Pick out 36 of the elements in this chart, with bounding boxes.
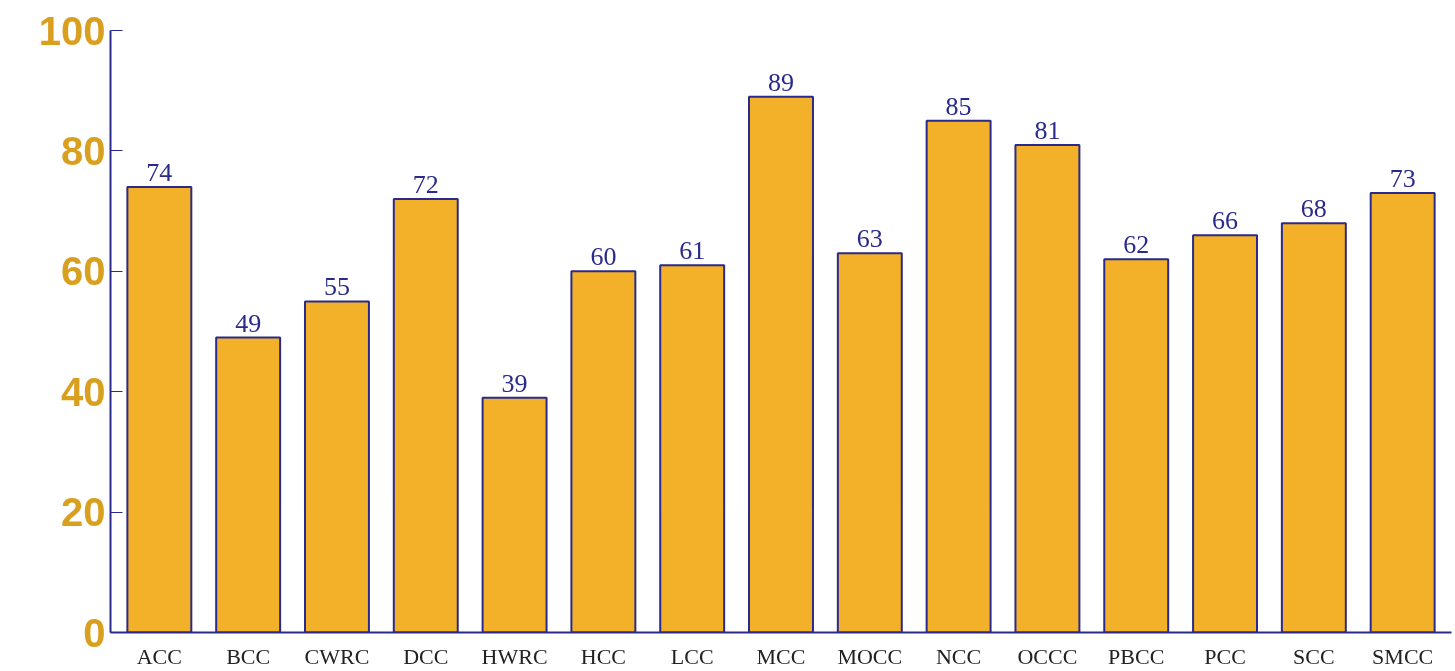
y-tick-label: 0 (83, 610, 106, 655)
x-tick-label: HWRC (481, 643, 548, 669)
data-label: 89 (768, 67, 794, 97)
data-label: 61 (679, 236, 706, 266)
y-tick-label: 100 (38, 8, 106, 53)
y-tick-label: 20 (61, 490, 106, 535)
x-tick-label: HCC (580, 643, 627, 669)
data-label: 39 (501, 368, 528, 398)
x-tick-label: PCC (1204, 643, 1246, 669)
x-tick-label: DCC (403, 643, 449, 669)
x-tick-label: OCCC (1017, 643, 1078, 669)
x-tick-label: BCC (226, 643, 271, 669)
data-label: 63 (856, 224, 883, 254)
data-label: 68 (1300, 194, 1327, 224)
y-tick-label: 40 (61, 369, 106, 414)
data-label: 85 (945, 91, 972, 121)
data-label: 74 (146, 158, 173, 188)
data-label: 66 (1212, 206, 1239, 236)
x-tick-label: ACC (136, 643, 182, 669)
y-tick-label: 60 (61, 249, 106, 294)
data-label: 60 (590, 242, 617, 272)
data-label: 81 (1034, 115, 1061, 145)
x-tick-label: SMCC (1372, 643, 1434, 669)
x-tick-label: MOCC (837, 643, 903, 669)
x-tick-label: SCC (1293, 643, 1335, 669)
data-label: 72 (412, 170, 439, 200)
data-label: 62 (1123, 230, 1150, 260)
x-tick-label: PBCC (1108, 643, 1165, 669)
x-tick-label: CWRC (304, 643, 370, 669)
y-tick-label: 80 (61, 128, 106, 173)
x-tick-label: MCC (756, 643, 806, 669)
data-label: 73 (1389, 164, 1416, 194)
data-label: 55 (323, 272, 350, 302)
x-tick-label: LCC (670, 643, 714, 669)
data-label: 49 (235, 308, 262, 338)
x-tick-label: NCC (936, 643, 982, 669)
